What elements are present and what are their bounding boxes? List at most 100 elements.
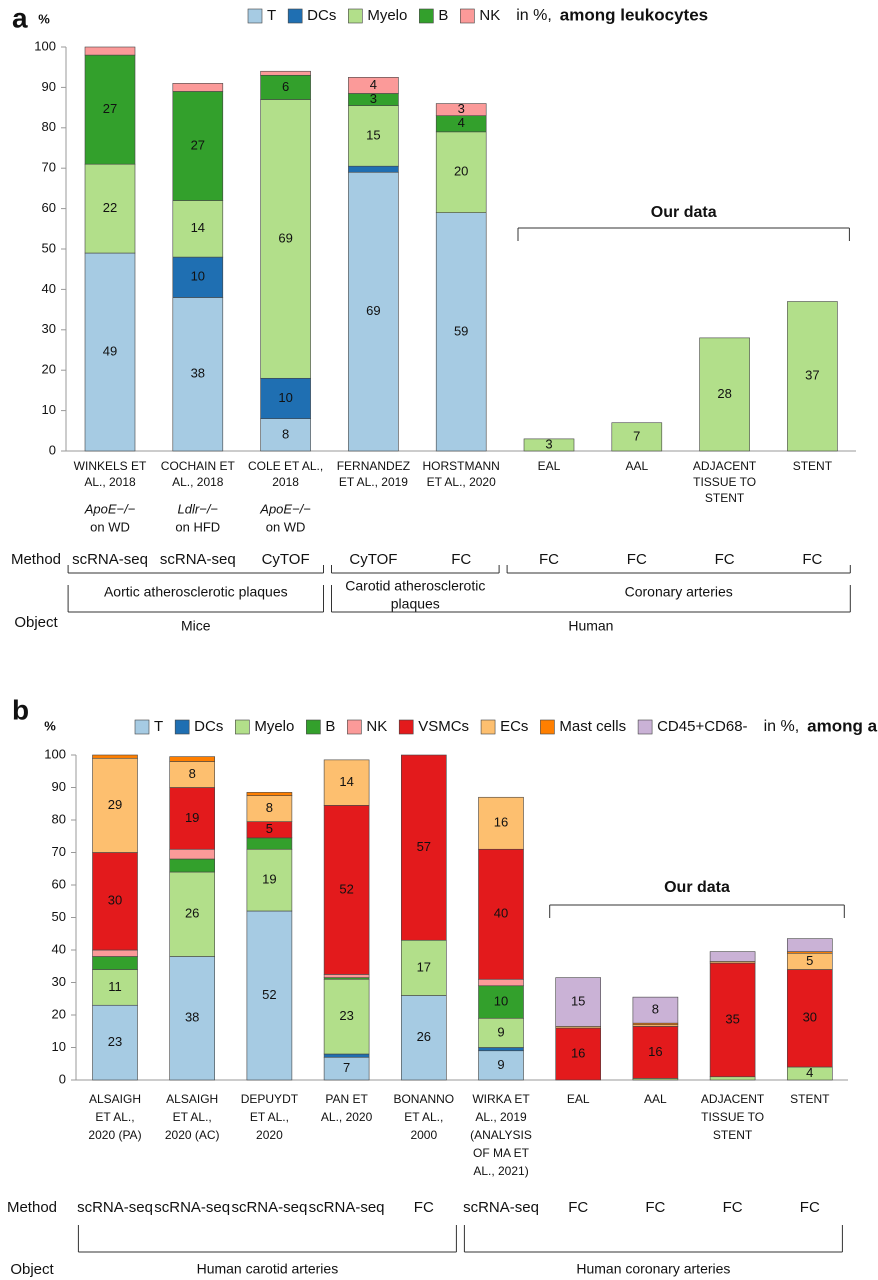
legend-swatch — [347, 719, 362, 735]
y-tick-label: 90 — [52, 779, 66, 794]
data-label: 23 — [339, 1008, 353, 1023]
method-label: FC — [723, 1199, 743, 1216]
legend-label: B — [438, 7, 448, 24]
x-tick-label: AAL — [644, 1092, 667, 1106]
x-tick-label: ET AL., — [173, 1110, 212, 1124]
y-tick-label: 20 — [42, 362, 56, 377]
data-label: 6 — [282, 79, 289, 94]
y-tick-label: 10 — [42, 402, 56, 417]
bar-segment — [709, 951, 756, 962]
x-tick-label: FERNANDEZ — [337, 459, 410, 473]
bar-segment — [260, 418, 311, 452]
annotation: Our data — [651, 204, 717, 221]
bar-segment — [478, 796, 524, 850]
bar-segment — [400, 754, 447, 941]
data-label: 49 — [103, 343, 117, 358]
data-label: 10 — [191, 269, 205, 284]
data-label: 15 — [366, 127, 380, 142]
y-axis-label: % — [44, 718, 56, 733]
data-label: 69 — [278, 230, 292, 245]
data-label: 23 — [108, 1034, 122, 1049]
data-label: 27 — [103, 101, 117, 116]
x-tick-label: HORSTMANN — [423, 459, 500, 473]
data-label: 29 — [108, 797, 122, 812]
bar-segment — [555, 977, 602, 1027]
x-tick-label: COCHAIN ET — [161, 459, 236, 473]
x-tick-label: TISSUE TO — [701, 1110, 764, 1124]
bar-segment — [92, 956, 138, 970]
bar-segment — [786, 938, 833, 952]
x-tick-label: 2018 — [272, 475, 299, 489]
data-label: 9 — [497, 1057, 504, 1072]
bar-segment — [555, 1027, 602, 1081]
bar-segment — [172, 200, 224, 258]
row-label: Method — [7, 1199, 57, 1216]
x-sub-label: on WD — [266, 519, 306, 534]
y-tick-label: 40 — [52, 941, 66, 956]
bar-segment — [323, 759, 370, 806]
bar-segment — [478, 985, 524, 1019]
bar-segment — [92, 949, 138, 957]
legend-swatch — [247, 8, 263, 24]
data-label: 16 — [494, 815, 508, 830]
legend-label: T — [154, 718, 163, 735]
legend-swatch — [134, 719, 150, 735]
data-label: 20 — [454, 164, 468, 179]
method-label: FC — [568, 1199, 588, 1216]
bar-segment — [348, 165, 399, 173]
legend-label: Mast cells — [559, 718, 626, 735]
method-label: scRNA-seq — [72, 551, 148, 568]
y-tick-label: 20 — [52, 1006, 66, 1021]
x-tick-label: STENT — [793, 459, 833, 473]
x-tick-label: STENT — [713, 1128, 753, 1142]
x-tick-label: AL., 2018 — [84, 475, 136, 489]
panel-label: a — [12, 2, 28, 33]
x-sub-label: ApoE−/− — [84, 501, 136, 516]
x-tick-label: 2020 (AC) — [165, 1128, 220, 1142]
method-label: CyTOF — [262, 551, 310, 568]
y-axis-label: % — [38, 11, 50, 26]
legend-label: NK — [479, 7, 500, 24]
bar-segment — [92, 1004, 138, 1081]
bar-segment — [523, 438, 575, 452]
object-label: Human coronary arteries — [576, 1261, 730, 1277]
x-tick-label: ALSAIGH — [89, 1092, 141, 1106]
object-label: Human carotid arteries — [197, 1261, 339, 1277]
row-label: Object — [14, 614, 58, 631]
legend-label: Myelo — [254, 718, 294, 735]
legend-note-bold: among all cells — [807, 716, 878, 735]
x-tick-label: AL., 2019 — [475, 1110, 527, 1124]
data-label: 52 — [339, 881, 353, 896]
group-label: plaques — [391, 596, 440, 612]
data-label: 8 — [189, 766, 196, 781]
legend-swatch — [460, 8, 475, 24]
x-tick-label: AL., 2021) — [473, 1164, 528, 1178]
y-tick-label: 60 — [42, 200, 56, 215]
y-tick-label: 0 — [59, 1071, 66, 1086]
data-label: 38 — [191, 366, 205, 381]
y-tick-label: 70 — [42, 160, 56, 175]
bar-segment — [169, 756, 215, 762]
group-label: Coronary arteries — [625, 584, 733, 600]
method-label: FC — [802, 551, 822, 568]
bar-segment — [478, 848, 524, 980]
data-label: 7 — [633, 428, 640, 443]
x-tick-label: ET AL., — [250, 1110, 289, 1124]
group-label: Carotid atherosclerotic — [345, 578, 485, 594]
method-label: scRNA-seq — [160, 551, 236, 568]
data-label: 30 — [803, 1010, 817, 1025]
data-label: 4 — [458, 115, 465, 130]
y-tick-label: 100 — [34, 38, 56, 53]
data-label: 27 — [191, 137, 205, 152]
data-label: 11 — [108, 979, 122, 994]
x-tick-label: ADJACENT — [693, 459, 757, 473]
data-label: 10 — [494, 993, 508, 1008]
x-tick-label: OF MA ET — [473, 1146, 530, 1160]
y-tick-label: 0 — [49, 442, 56, 457]
x-tick-label: DEPUYDT — [241, 1092, 299, 1106]
y-tick-label: 100 — [44, 746, 66, 761]
y-tick-label: 90 — [42, 79, 56, 94]
x-tick-label: EAL — [567, 1092, 590, 1106]
